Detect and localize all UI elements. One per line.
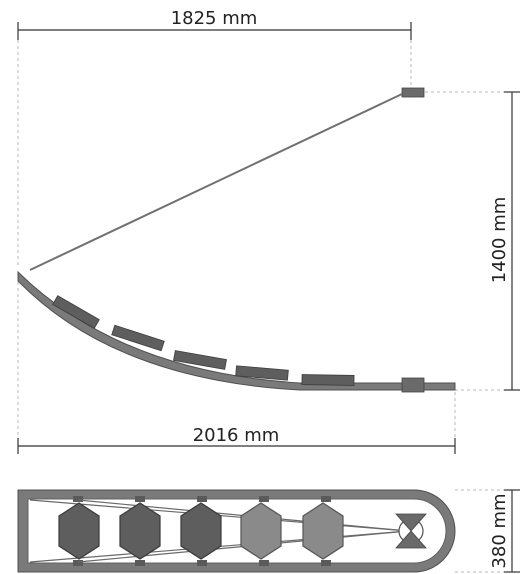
elevation-view: 1825 mm 1400 mm (17, 8, 520, 454)
hexagon-icon (180, 502, 222, 560)
depth-dimension: 380 mm (455, 489, 520, 573)
elevation-panel (235, 365, 289, 381)
elevation-panel (111, 324, 165, 352)
plan-view: 380 mm (17, 489, 520, 573)
hexagon-icon (240, 502, 282, 560)
hexagon-icon (58, 502, 100, 560)
wall-bracket-bottom (401, 377, 425, 393)
tension-cable (29, 93, 403, 271)
plan-rail-ticks (73, 496, 331, 566)
top-width-label: 1825 mm (171, 8, 258, 29)
elevation-panel (52, 295, 100, 329)
plan-hub (395, 513, 427, 549)
wall-bracket-top (401, 87, 425, 98)
depth-label: 380 mm (489, 493, 510, 568)
height-label: 1400 mm (489, 197, 510, 284)
top-width-dimension: 1825 mm (17, 8, 412, 268)
elevation-panels (52, 295, 355, 386)
curved-beam (17, 270, 456, 391)
elevation-panel (301, 374, 355, 386)
plan-panels (58, 502, 344, 560)
bottom-width-label: 2016 mm (193, 425, 280, 446)
elevation-panel (173, 350, 227, 370)
bottom-width-dimension: 2016 mm (17, 282, 456, 454)
height-dimension: 1400 mm (425, 91, 520, 391)
hexagon-icon (302, 502, 344, 560)
hexagon-icon (119, 502, 161, 560)
